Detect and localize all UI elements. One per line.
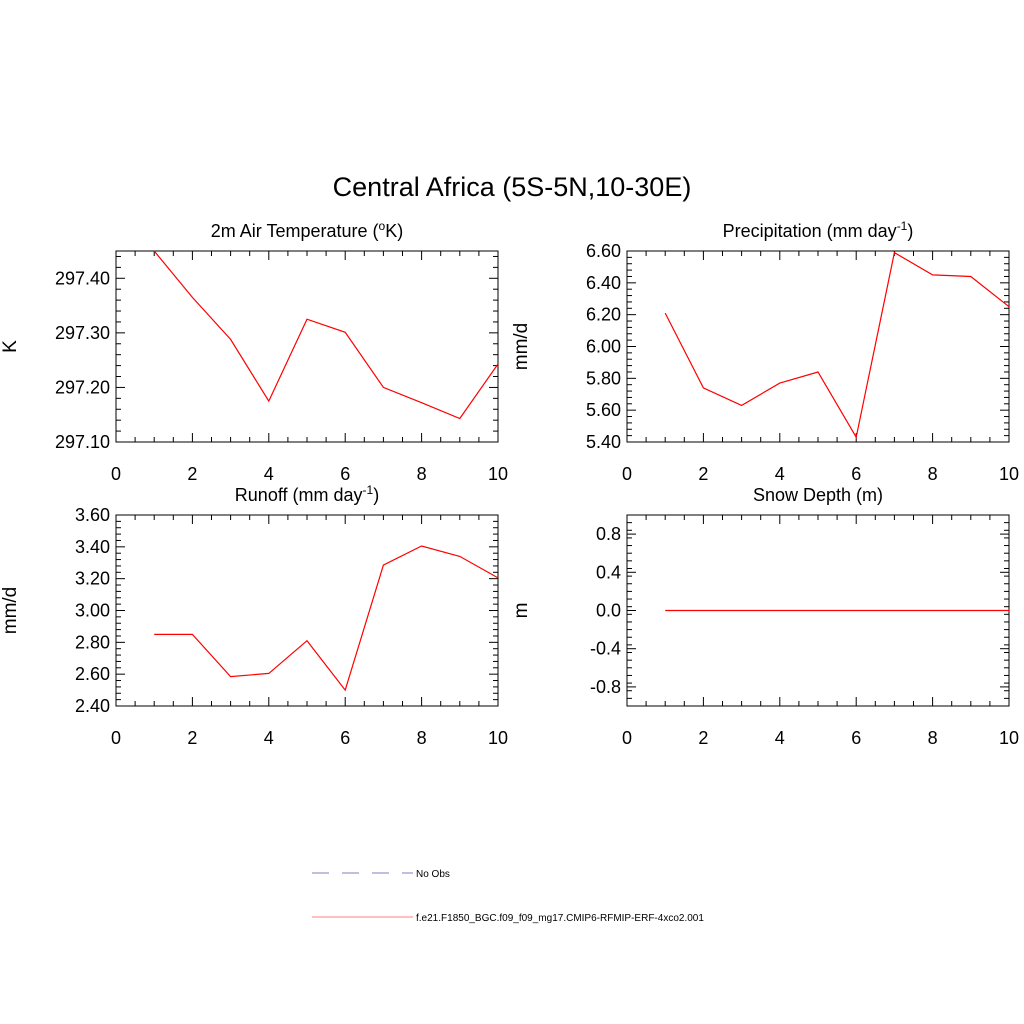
x-tick-label: 4 (264, 728, 274, 748)
x-tick-label: 6 (851, 728, 861, 748)
x-tick-label: 4 (775, 464, 785, 484)
x-tick-label: 10 (999, 728, 1019, 748)
x-tick-label: 8 (417, 464, 427, 484)
legend-obs-label: No Obs (416, 869, 450, 880)
figure-title: Central Africa (5S-5N,10-30E) (333, 172, 692, 202)
panel-title: Runoff (mm day-1) (235, 483, 379, 505)
panel-title-post: K) (385, 221, 403, 241)
panel-title-main: Precipitation (mm day (723, 221, 897, 241)
plot-frame (115, 250, 499, 443)
y-tick-label: 5.60 (586, 400, 621, 420)
panel-title-post: ) (907, 221, 913, 241)
plot-frame (626, 250, 1010, 443)
panel-1: 0 2 4 6 8 10 297.10 297.20 297.30 297.40 K 2m Air T… (0, 219, 508, 484)
y-tick-label: 6.40 (586, 273, 621, 293)
panel-title: 2m Air Temperature (oK) (211, 219, 403, 241)
y-axis-label: K (0, 340, 21, 353)
x-tick-label: 8 (928, 728, 938, 748)
y-tick-label: 3.40 (75, 537, 110, 557)
y-tick-label: 6.60 (586, 241, 621, 261)
panel-title-post: ) (373, 485, 379, 505)
x-tick-label: 2 (698, 464, 708, 484)
y-tick-label: 0.4 (596, 562, 621, 582)
x-tick-label: 6 (851, 464, 861, 484)
x-tick-label: 4 (264, 464, 274, 484)
y-tick-label: 0.0 (596, 601, 621, 621)
x-tick-label: 4 (775, 728, 785, 748)
panel-title-main: Runoff (mm day (235, 485, 363, 505)
y-tick-label: -0.4 (590, 639, 621, 659)
y-tick-label: 2.40 (75, 696, 110, 716)
legend-model-label: f.e21.F1850_BGC.f09_f09_mg17.CMIP6-RFMIP… (416, 913, 704, 924)
y-tick-label: 2.60 (75, 664, 110, 684)
y-axis-label: m (511, 603, 532, 619)
y-tick-label: 297.10 (55, 432, 110, 452)
x-tick-label: 0 (622, 728, 632, 748)
x-tick-label: 6 (340, 464, 350, 484)
x-tick-label: 0 (111, 464, 121, 484)
panel-title-superscript: o (379, 219, 386, 233)
x-tick-label: 10 (999, 464, 1019, 484)
y-tick-label: 3.00 (75, 601, 110, 621)
panel-4: 0 2 4 6 8 10 -0.8 -0.4 0.0 0.4 0.8 m Snow Depth (m) (511, 485, 1019, 748)
y-tick-label: 297.40 (55, 268, 110, 288)
plot-frame (115, 514, 499, 707)
y-tick-label: 3.20 (75, 569, 110, 589)
x-tick-label: 2 (187, 728, 197, 748)
x-tick-label: 2 (187, 464, 197, 484)
x-tick-label: 10 (488, 728, 508, 748)
panel-title-main: Snow Depth (m) (753, 485, 883, 505)
panel-title-superscript: -1 (897, 219, 908, 233)
x-tick-label: 0 (111, 728, 121, 748)
x-tick-label: 0 (622, 464, 632, 484)
panel-title-main: 2m Air Temperature ( (211, 221, 379, 241)
series-line-1 (664, 251, 1010, 439)
x-tick-label: 10 (488, 464, 508, 484)
legend: No Obs f.e21.F1850_BGC.f09_f09_mg17.CMIP… (312, 869, 704, 924)
y-tick-label: 0.8 (596, 524, 621, 544)
panel-title: Precipitation (mm day-1) (723, 219, 914, 241)
panel-title: Snow Depth (m) (753, 485, 883, 505)
y-tick-label: 6.00 (586, 337, 621, 357)
x-tick-label: 8 (417, 728, 427, 748)
series-line-1 (154, 545, 499, 692)
y-tick-label: 2.80 (75, 632, 110, 652)
x-tick-label: 6 (340, 728, 350, 748)
y-tick-label: 6.20 (586, 305, 621, 325)
panels: 0 2 4 6 8 10 297.10 297.20 297.30 297.40 K 2m Air T… (0, 219, 1019, 748)
y-tick-label: -0.8 (590, 677, 621, 697)
panel-title-superscript: -1 (363, 483, 374, 497)
y-tick-label: 297.20 (55, 377, 110, 397)
y-tick-label: 3.60 (75, 505, 110, 525)
x-tick-label: 8 (928, 464, 938, 484)
x-tick-label: 2 (698, 728, 708, 748)
y-tick-label: 5.80 (586, 368, 621, 388)
series-line-1 (153, 250, 499, 420)
panel-3: 0 2 4 6 8 10 2.40 2.60 2.80 3.00 3.20 3.40 3.60 mm/d R… (0, 483, 508, 748)
y-axis-label: mm/d (0, 587, 21, 635)
y-axis-label: mm/d (511, 323, 532, 371)
y-tick-label: 297.30 (55, 323, 110, 343)
panel-2: 0 2 4 6 8 10 5.40 5.60 5.80 6.00 6.20 6.40 6.60 mm/d P… (511, 219, 1019, 484)
y-tick-label: 5.40 (586, 432, 621, 452)
